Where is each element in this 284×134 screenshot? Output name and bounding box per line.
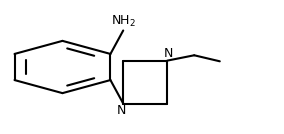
Text: NH$_2$: NH$_2$ [111,14,136,29]
Text: N: N [164,47,173,60]
Text: N: N [117,104,126,117]
